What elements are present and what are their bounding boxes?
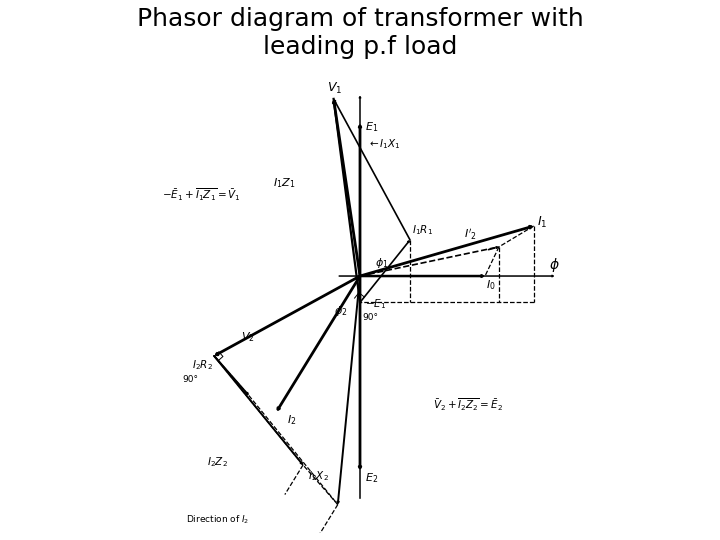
Text: $\bar{V}_2+\overline{I_2Z_2}=\bar{E}_2$: $\bar{V}_2+\overline{I_2Z_2}=\bar{E}_2$ [433,397,503,413]
Text: $I_1$: $I_1$ [537,215,547,230]
Text: Direction of $I_2$: Direction of $I_2$ [186,514,250,526]
Text: $\leftarrow I_1X_1$: $\leftarrow I_1X_1$ [367,138,401,151]
Text: 90°: 90° [362,313,378,322]
Text: $I'_2$: $I'_2$ [464,227,477,242]
Text: $I_2$: $I_2$ [287,413,297,427]
Text: $V_2$: $V_2$ [240,330,254,344]
Text: $\phi_1$: $\phi_1$ [375,256,389,271]
Text: 90°: 90° [183,375,199,384]
Text: $I_1Z_1$: $I_1Z_1$ [273,176,295,190]
Text: $\phi_2$: $\phi_2$ [333,304,347,318]
Text: $-\bar{E}_1+\overline{I_1Z_1}=\bar{V}_1$: $-\bar{E}_1+\overline{I_1Z_1}=\bar{V}_1$ [162,187,241,204]
Text: $I_2X_2$: $I_2X_2$ [308,469,329,483]
Text: $E_1$: $E_1$ [365,120,378,134]
Text: $E_2$: $E_2$ [365,471,378,485]
Text: $V_1$: $V_1$ [327,81,342,96]
Text: $I_2R_2$: $I_2R_2$ [192,357,213,372]
Text: $-E_1$: $-E_1$ [365,298,386,311]
Title: Phasor diagram of transformer with
leading p.f load: Phasor diagram of transformer with leadi… [137,7,583,59]
Text: $I_1R_1$: $I_1R_1$ [412,223,433,237]
Text: $\phi$: $\phi$ [549,256,559,274]
Text: $I_2Z_2$: $I_2Z_2$ [207,455,228,469]
Text: $I_0$: $I_0$ [487,279,496,292]
